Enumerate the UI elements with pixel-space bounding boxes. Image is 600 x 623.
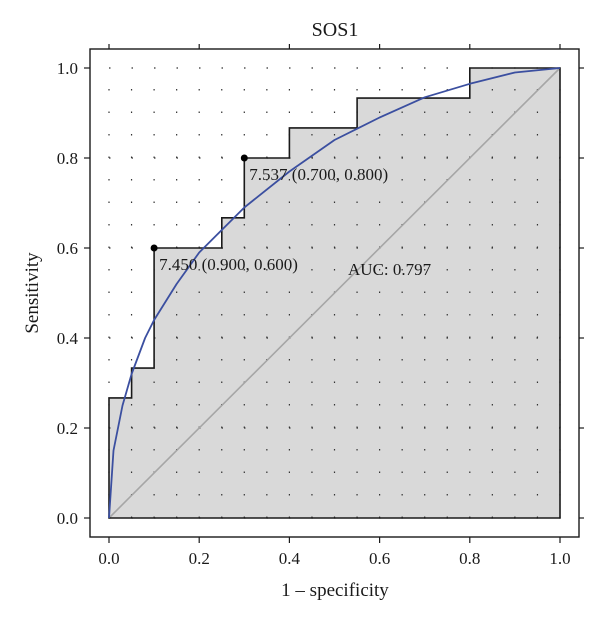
threshold-point (240, 154, 248, 162)
smoothed-roc-curve (108, 67, 561, 519)
plot-area: 0.0 0.2 0.4 0.6 0.8 1.0 0.0 0.2 0.4 0.6 0.8 1.0 7.45… (57, 44, 584, 568)
y-tick-label: 0.6 (57, 239, 78, 258)
x-axis-label: 1 – specificity (281, 580, 389, 601)
x-tick-label: 1.0 (549, 549, 570, 568)
x-tick-label: 0.0 (98, 549, 119, 568)
y-tick-label: 0.0 (57, 509, 78, 528)
threshold-label: 7.450 (0.900, 0.600) (159, 255, 298, 274)
chart-title: SOS1 (312, 19, 359, 41)
threshold-label: 7.537 (0.700, 0.800) (249, 165, 388, 184)
y-axis-label: Sensitivity (22, 252, 43, 334)
auc-label: AUC: 0.797 (348, 260, 432, 279)
y-tick-label: 1.0 (57, 59, 78, 78)
x-tick-label: 0.2 (189, 549, 210, 568)
x-tick-label: 0.4 (279, 549, 301, 568)
x-tick-label: 0.6 (369, 549, 390, 568)
y-tick-label: 0.4 (57, 329, 79, 348)
y-tick-label: 0.8 (57, 149, 78, 168)
threshold-point (150, 244, 158, 252)
reference-diagonal-line (108, 67, 561, 519)
y-tick-label: 0.2 (57, 419, 78, 438)
x-tick-label: 0.8 (459, 549, 480, 568)
plot-frame (89, 48, 580, 538)
